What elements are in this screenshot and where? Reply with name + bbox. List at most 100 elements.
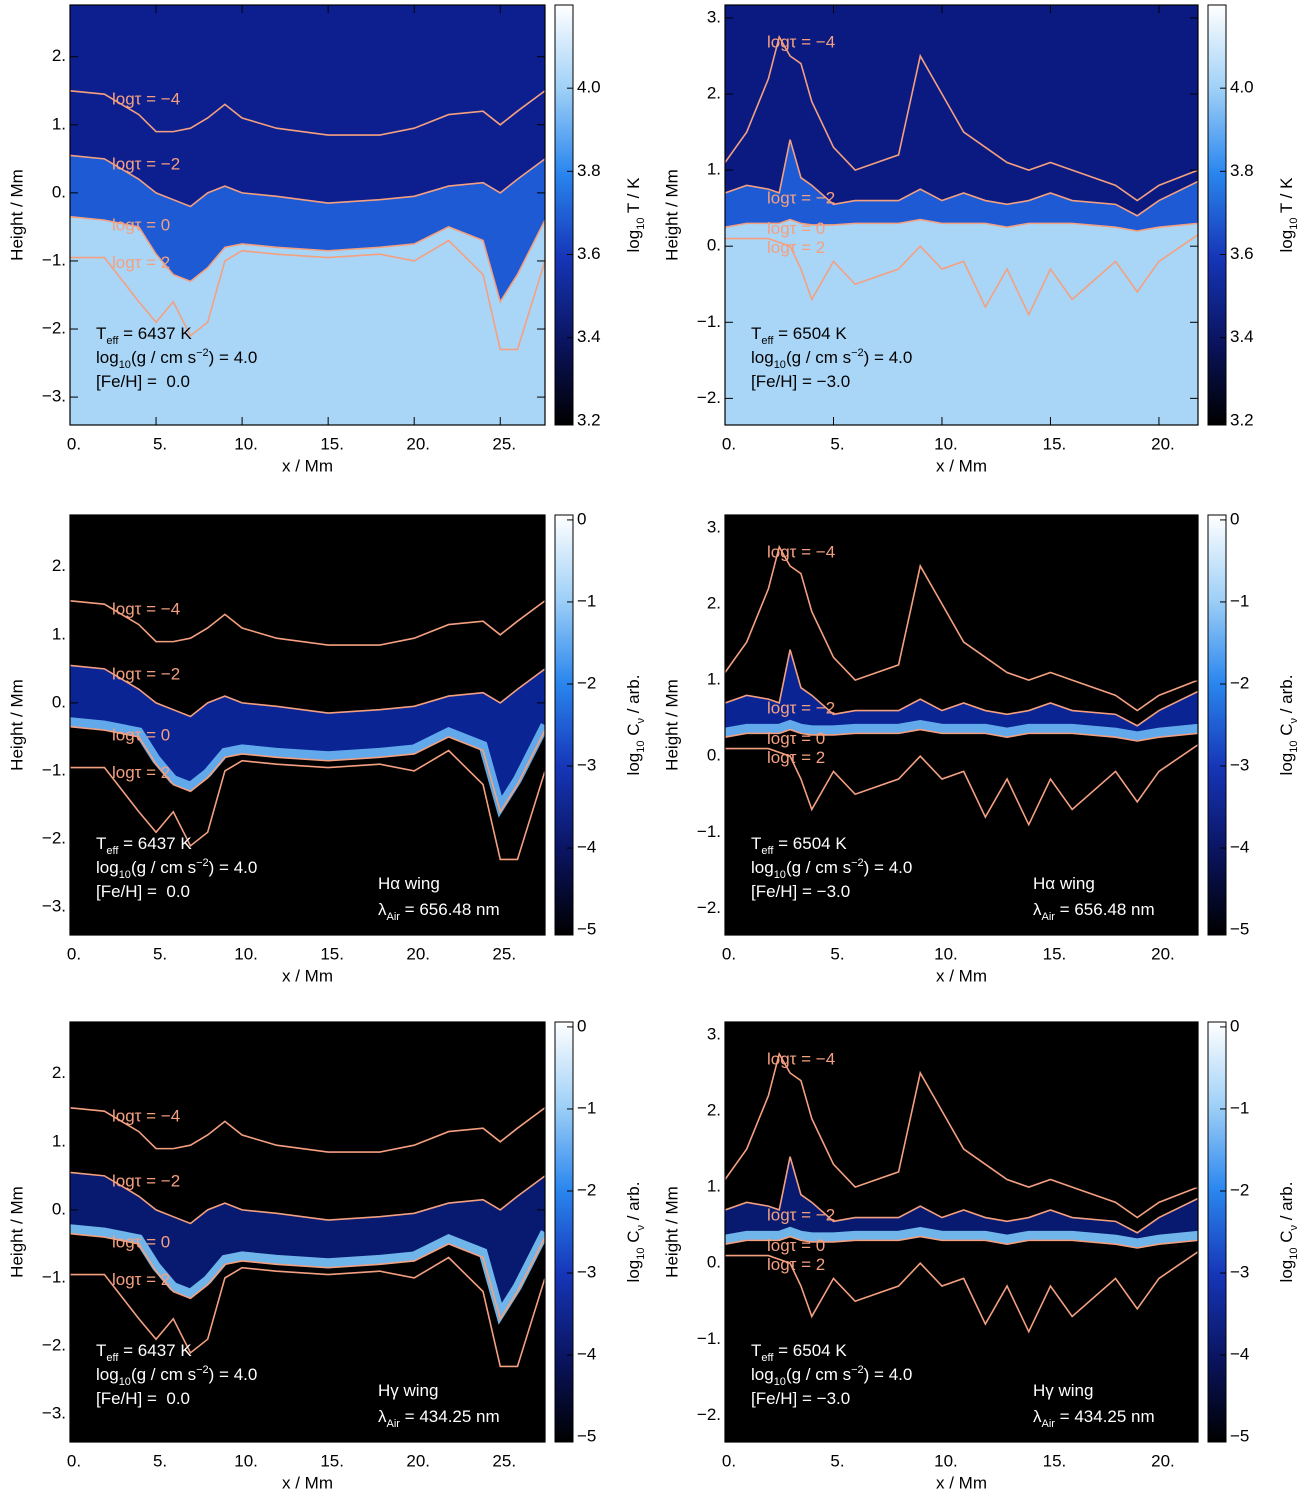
x-tick-label: 0.: [67, 1451, 81, 1470]
text-run: T: [96, 324, 106, 343]
text-run: = 6504 K: [773, 834, 847, 853]
y-tick-label: 2.: [52, 1063, 66, 1082]
model-annotation: Teff = 6437 K: [96, 1341, 192, 1363]
colorbar-tick-label: 0: [577, 1016, 586, 1035]
text-run: [Fe/H] = 0.0: [96, 1389, 190, 1408]
tau-line: [70, 1232, 545, 1321]
colorbar-tick-label: 3.8: [577, 161, 601, 180]
panel: [70, 5, 545, 425]
colorbar-tick-label: 3.4: [1230, 327, 1254, 346]
text-run: log: [1277, 230, 1296, 253]
text-run: eff: [761, 1352, 774, 1364]
text-run: eff: [761, 845, 774, 857]
x-tick-label: 20.: [1151, 944, 1175, 963]
y-tick-label: 3.: [707, 517, 721, 536]
colorbar: [554, 514, 574, 936]
y-tick-label: −2.: [697, 898, 721, 917]
tau-label: logτ = −4: [112, 600, 180, 619]
x-tick-label: 0.: [67, 434, 81, 453]
text-run: = 6504 K: [773, 1341, 847, 1360]
tau-label: logτ = −2: [767, 1205, 835, 1224]
colorbar-label: log10 Cν / arb.: [1277, 675, 1299, 776]
text-run: eff: [106, 335, 119, 347]
text-run: λ: [1033, 900, 1042, 919]
y-tick-label: 1.: [52, 1131, 66, 1150]
text-run: ) = 4.0: [864, 1365, 913, 1384]
y-tick-label: 1.: [707, 670, 721, 689]
tau-label: logτ = 0: [767, 729, 825, 748]
x-tick-label: 25.: [492, 1451, 516, 1470]
tau-line: [70, 664, 545, 718]
colorbar-tick-label: −2: [577, 673, 596, 692]
text-run: 10: [774, 359, 786, 371]
x-tick-label: 25.: [492, 434, 516, 453]
tau-label: logτ = 0: [767, 1236, 825, 1255]
text-run: Hα wing: [378, 874, 440, 893]
model-annotation: Teff = 6504 K: [751, 834, 847, 856]
tau-line: [725, 1051, 1198, 1219]
tau-line: [725, 139, 1198, 217]
colorbar-tick-label: −3: [577, 1263, 596, 1282]
text-run: −2: [196, 1364, 209, 1376]
text-run: = 6437 K: [118, 834, 192, 853]
x-tick-label: 5.: [153, 434, 167, 453]
model-annotation: log10(g / cm s−2) = 4.0: [96, 1364, 257, 1388]
x-tick-label: 5.: [153, 944, 167, 963]
text-run: 10: [635, 1248, 647, 1260]
colorbar-tick-label: 3.6: [577, 244, 601, 263]
plot-frame: [69, 514, 546, 936]
plot-frame: [724, 1021, 1199, 1443]
text-run: log: [624, 753, 643, 776]
tau-label: logτ = −4: [767, 1049, 835, 1068]
x-tick-label: 15.: [1043, 434, 1067, 453]
model-annotation: log10(g / cm s−2) = 4.0: [751, 347, 912, 371]
text-run: T: [751, 324, 761, 343]
text-run: = 6437 K: [118, 324, 192, 343]
text-run: log: [96, 1365, 119, 1384]
colorbar-tick-label: 3.2: [577, 410, 601, 429]
y-tick-label: 2.: [707, 1101, 721, 1120]
contour-area: [70, 216, 545, 425]
tau-line: [725, 728, 1198, 742]
y-tick-label: 3.: [707, 1024, 721, 1043]
y-tick-label: 2.: [707, 594, 721, 613]
x-tick-label: 15.: [320, 944, 344, 963]
tau-line: [725, 744, 1198, 827]
colorbar-tick-label: −5: [577, 1427, 596, 1446]
text-run: = 656.48 nm: [1055, 900, 1155, 919]
colorbar-tick-label: −3: [1230, 1263, 1249, 1282]
y-tick-label: −1.: [697, 1329, 721, 1348]
tau-label: logτ = 0: [112, 1233, 170, 1252]
text-run: (g / cm s: [131, 858, 196, 877]
x-tick-label: 0.: [722, 944, 736, 963]
y-tick-label: −2.: [42, 1336, 66, 1355]
text-run: λ: [1033, 1407, 1042, 1426]
tau-line: [725, 544, 1198, 712]
x-tick-label: 5.: [830, 944, 844, 963]
colorbar-tick-label: −4: [1230, 838, 1249, 857]
y-axis-label: Height / Mm: [662, 679, 681, 771]
text-run: 10: [774, 869, 786, 881]
tau-label: logτ = 2: [112, 1270, 170, 1289]
y-tick-label: 2.: [52, 46, 66, 65]
text-run: ) = 4.0: [864, 348, 913, 367]
y-tick-label: 1.: [707, 160, 721, 179]
model-annotation: log10(g / cm s−2) = 4.0: [751, 857, 912, 881]
y-tick-label: −1.: [697, 312, 721, 331]
panel: [725, 515, 1198, 935]
y-axis-label: Height / Mm: [662, 169, 681, 261]
colorbar-tick-label: 0: [1230, 1016, 1239, 1035]
x-axis-label: x / Mm: [936, 966, 987, 985]
text-run: log: [751, 348, 774, 367]
x-tick-label: 10.: [234, 944, 258, 963]
tau-line: [70, 154, 545, 208]
contribution-peak: [70, 1224, 545, 1325]
text-run: T: [751, 1341, 761, 1360]
model-annotation: Teff = 6504 K: [751, 1341, 847, 1363]
text-run: [Fe/H] = 0.0: [96, 882, 190, 901]
tau-line: [70, 215, 545, 304]
y-tick-label: −2.: [42, 319, 66, 338]
text-run: 10: [119, 359, 131, 371]
text-run: [Fe/H] = −3.0: [751, 372, 850, 391]
